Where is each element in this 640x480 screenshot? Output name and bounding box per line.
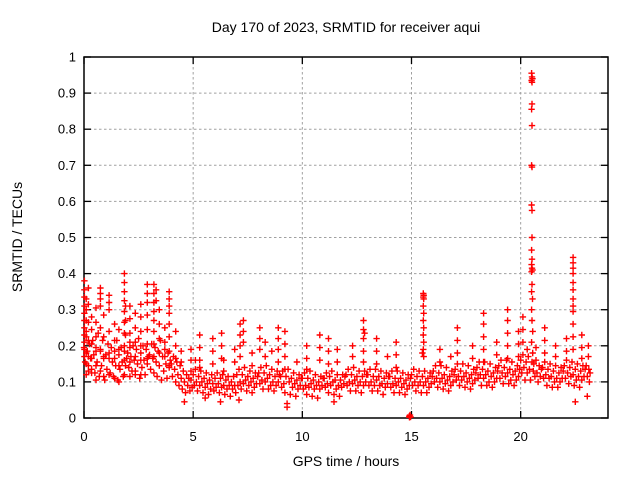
tick-labels: 00.10.20.30.40.50.60.70.80.910 5 10 15 20	[58, 50, 528, 445]
x-tick-label: 20	[513, 429, 527, 444]
scatter-points	[80, 70, 594, 421]
x-tick-label: 10	[295, 429, 309, 444]
y-tick-label: 0.4	[58, 266, 76, 281]
y-tick-label: 1	[69, 50, 76, 65]
y-tick-label: 0.1	[58, 374, 76, 389]
y-tick-label: 0.9	[58, 86, 76, 101]
y-tick-label: 0.6	[58, 194, 76, 209]
x-tick-label: 5	[190, 429, 197, 444]
x-tick-label: 15	[404, 429, 418, 444]
y-tick-label: 0.8	[58, 122, 76, 137]
y-tick-label: 0.7	[58, 158, 76, 173]
tick-marks	[83, 56, 608, 419]
grid-lines	[84, 57, 608, 418]
chart-title: Day 170 of 2023, SRMTID for receiver aqu…	[211, 19, 481, 35]
x-axis-label: GPS time / hours	[292, 453, 400, 469]
y-tick-label: 0.2	[58, 338, 76, 353]
y-tick-label: 0.3	[58, 302, 76, 317]
y-tick-label: 0.5	[58, 230, 76, 245]
y-tick-label: 0	[69, 411, 76, 426]
x-tick-label: 0	[80, 429, 87, 444]
